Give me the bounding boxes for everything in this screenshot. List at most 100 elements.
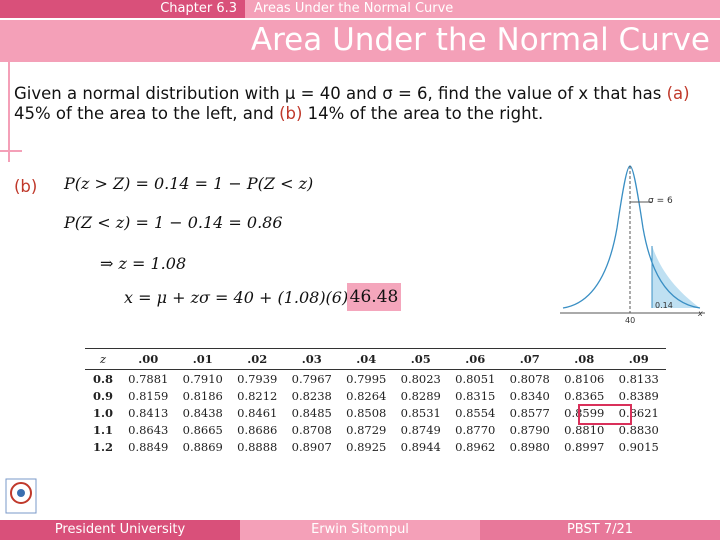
- table-cell: 0.8708: [291, 422, 332, 437]
- table-row: 1.1 0.8643 0.8665 0.8686 0.8708 0.8729 0.8749 0…: [85, 421, 666, 438]
- table-cell: .08: [557, 348, 612, 370]
- table-cell: .01: [175, 348, 230, 370]
- header-bar: [0, 0, 245, 18]
- logo-ring: [10, 482, 32, 504]
- table-cell: 0.7967: [291, 371, 332, 386]
- part-label: (b): [279, 103, 303, 123]
- table-row: 1.0 0.8413 0.8438 0.8461 0.8485 0.8508 0.8531 0…: [85, 404, 666, 421]
- logo-core: [17, 489, 25, 497]
- table-cell: 0.8531: [400, 405, 441, 420]
- part-label: (b): [14, 177, 38, 196]
- table-cell: 0.8577: [509, 405, 550, 420]
- footer-author: Erwin Sitompul: [311, 522, 409, 537]
- table-cell: 0.8729: [346, 422, 387, 437]
- table-cell: 0.8106: [564, 371, 605, 386]
- table-cell: 0.8315: [455, 388, 496, 403]
- table-cell: 0.8212: [237, 388, 278, 403]
- table-cell: 0.8790: [509, 422, 550, 437]
- table-cell: .06: [448, 348, 503, 370]
- text: 14% of the area to the right.: [302, 103, 544, 123]
- table-cell: 1.0: [92, 405, 113, 420]
- table-cell: 0.8665: [182, 422, 223, 437]
- equation: P(Z < z) = 1 − 0.14 = 0.86: [64, 213, 283, 232]
- table-cell: 0.7995: [346, 371, 387, 386]
- footer-university: President University: [54, 522, 186, 537]
- table-cell: .07: [502, 348, 557, 370]
- table-cell: .04: [339, 348, 394, 370]
- mean-label: 40: [625, 316, 635, 325]
- table-cell: 0.8: [92, 371, 113, 386]
- table-cell: 0.8643: [128, 422, 169, 437]
- table-cell: 0.8051: [455, 371, 496, 386]
- table-cell: 0.8686: [237, 422, 278, 437]
- table-cell: 0.8944: [400, 439, 441, 454]
- equation: x = μ + zσ = 40 + (1.08)(6) =: [124, 288, 367, 307]
- section: Areas Under the Normal Curve: [254, 1, 454, 16]
- table-cell: 1.1: [92, 422, 113, 437]
- table-cell: .09: [611, 348, 666, 370]
- table-cell: 0.8438: [182, 405, 223, 420]
- table-cell: 0.8238: [291, 388, 332, 403]
- footer-bar: [240, 520, 480, 540]
- table-cell: 0.8830: [618, 422, 659, 437]
- logo: [5, 478, 37, 514]
- table-cell: 0.8461: [237, 405, 278, 420]
- table-cell: 0.8023: [400, 371, 441, 386]
- slide-title: Area Under the Normal Curve: [250, 22, 710, 58]
- table-cell: 0.8888: [237, 439, 278, 454]
- table-row: 1.2 0.8849 0.8869 0.8888 0.8907 0.8925 0.8944 0…: [85, 438, 666, 455]
- table-cell: 0.8133: [618, 371, 659, 386]
- equation: ⇒ z = 1.08: [100, 254, 187, 273]
- table-cell: 0.8925: [346, 439, 387, 454]
- footer-bar: [0, 520, 240, 540]
- text: Given a normal distribution with μ = 40 …: [14, 84, 667, 103]
- table-cell: 0.8508: [346, 405, 387, 420]
- table-cell: 0.8485: [291, 405, 332, 420]
- table-cell: .00: [121, 348, 176, 370]
- table-cell: 0.8907: [291, 439, 332, 454]
- table-cell: 0.8340: [509, 388, 550, 403]
- equation: P(z > Z) = 0.14 = 1 − P(Z < z): [64, 174, 314, 193]
- footer-page: PBST 7/21: [566, 522, 634, 537]
- sigma-label: σ = 6: [648, 196, 673, 206]
- tail-area: [652, 246, 700, 308]
- table-cell: 0.8810: [564, 422, 605, 437]
- result: 46.48: [347, 283, 401, 311]
- table-cell: 0.8159: [128, 388, 169, 403]
- table-cell: 0.8849: [128, 439, 169, 454]
- table-cell: 0.9015: [618, 439, 659, 454]
- table-cell: .05: [393, 348, 448, 370]
- table-cell: 0.8621: [618, 405, 659, 420]
- table-cell: 0.9: [92, 388, 113, 403]
- table-cell: 0.8289: [400, 388, 441, 403]
- table-row: 0.8 0.7881 0.7910 0.7939 0.7967 0.7995 0.8023 0…: [85, 370, 666, 388]
- table-cell: 0.8869: [182, 439, 223, 454]
- highlight-box: [578, 404, 632, 425]
- table-cell: 0.8078: [509, 371, 550, 386]
- curve: [562, 165, 701, 309]
- table-cell: 0.8413: [128, 405, 169, 420]
- table-cell: 0.8749: [400, 422, 441, 437]
- table-cell: .03: [284, 348, 339, 370]
- header-bar: [245, 0, 720, 18]
- table-cell: 0.8962: [455, 439, 496, 454]
- table-cell: 0.8980: [509, 439, 550, 454]
- z-table: z .00.01.02.03.04.05.06.07.08.09 0.8 0.7881…: [85, 348, 666, 455]
- table-cell: 0.7881: [128, 371, 169, 386]
- table-cell: 1.2: [92, 439, 113, 454]
- table-cell: 0.8186: [182, 388, 223, 403]
- problem-text: Given a normal distribution with μ = 40 …: [14, 84, 704, 123]
- table-cell: 0.8389: [618, 388, 659, 403]
- title-bar: [0, 20, 720, 62]
- table-cell: z: [85, 348, 121, 370]
- table-cell: 0.8554: [455, 405, 496, 420]
- part-label: (a): [666, 84, 690, 103]
- chapter: Chapter 6.3: [160, 1, 237, 16]
- table-row: 0.9 0.8159 0.8186 0.8212 0.8238 0.8264 0.8289 0…: [85, 387, 666, 404]
- text: 45% of the area to the left, and: [14, 103, 280, 123]
- table-cell: 0.8599: [564, 405, 605, 420]
- table-cell: 0.8770: [455, 422, 496, 437]
- footer-bar: [480, 520, 720, 540]
- accent-line: [0, 150, 22, 152]
